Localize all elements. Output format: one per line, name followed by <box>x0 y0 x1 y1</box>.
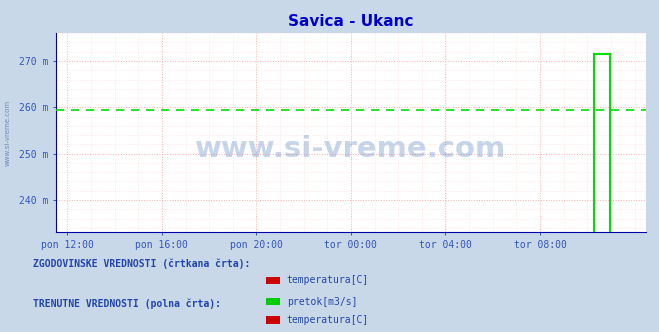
Text: temperatura[C]: temperatura[C] <box>287 275 369 285</box>
Text: ZGODOVINSKE VREDNOSTI (črtkana črta):: ZGODOVINSKE VREDNOSTI (črtkana črta): <box>33 259 250 269</box>
Text: pretok[m3/s]: pretok[m3/s] <box>287 297 357 307</box>
Text: www.si-vreme.com: www.si-vreme.com <box>5 100 11 166</box>
Text: TRENUTNE VREDNOSTI (polna črta):: TRENUTNE VREDNOSTI (polna črta): <box>33 298 221 309</box>
Text: www.si-vreme.com: www.si-vreme.com <box>195 135 507 163</box>
Text: temperatura[C]: temperatura[C] <box>287 315 369 325</box>
Title: Savica - Ukanc: Savica - Ukanc <box>288 14 414 29</box>
